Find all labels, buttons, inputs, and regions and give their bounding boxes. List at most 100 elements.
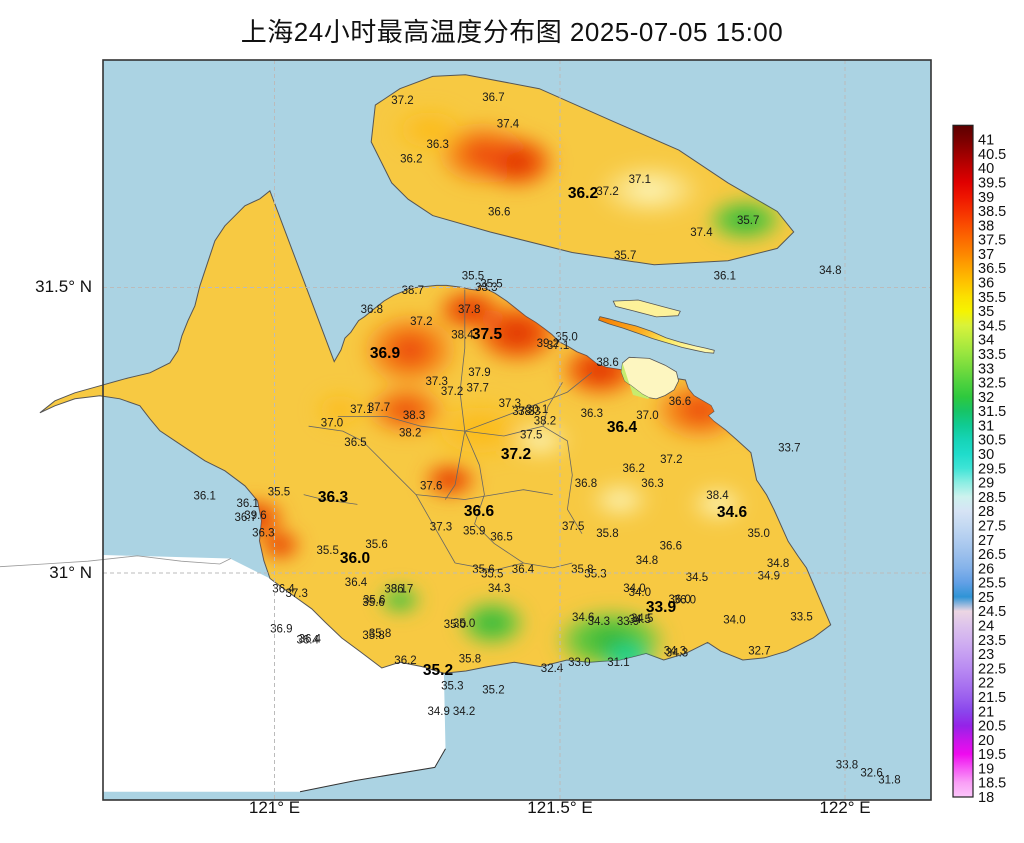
svg-text:35.9: 35.9 — [463, 526, 485, 538]
svg-text:36.5: 36.5 — [490, 531, 512, 543]
svg-text:35.5: 35.5 — [317, 545, 339, 557]
svg-text:36.4: 36.4 — [512, 564, 535, 576]
svg-text:36.3: 36.3 — [252, 527, 274, 539]
svg-text:31° N: 31° N — [49, 563, 92, 582]
svg-text:38.6: 38.6 — [596, 357, 618, 369]
svg-text:36.7: 36.7 — [235, 512, 257, 524]
svg-text:37.2: 37.2 — [596, 186, 618, 198]
svg-text:36.6: 36.6 — [464, 503, 495, 520]
svg-text:122° E: 122° E — [819, 798, 870, 817]
svg-text:36.4: 36.4 — [607, 419, 638, 436]
svg-text:35.2: 35.2 — [423, 662, 453, 679]
svg-text:36.3: 36.3 — [427, 139, 449, 151]
svg-text:37.1: 37.1 — [629, 174, 651, 186]
svg-text:37.4: 37.4 — [690, 227, 713, 239]
svg-text:35.0: 35.0 — [453, 618, 475, 630]
svg-text:36.6: 36.6 — [669, 396, 691, 408]
svg-text:37.2: 37.2 — [660, 454, 682, 466]
svg-text:37.0: 37.0 — [321, 418, 343, 430]
svg-text:36.2: 36.2 — [394, 655, 416, 667]
svg-text:37.6: 37.6 — [420, 481, 442, 493]
svg-text:36.0: 36.0 — [340, 550, 370, 567]
svg-text:33.9: 33.9 — [646, 599, 677, 616]
svg-text:36.2: 36.2 — [568, 185, 598, 202]
svg-text:34.3: 34.3 — [588, 616, 610, 628]
svg-text:36.4: 36.4 — [345, 577, 368, 589]
svg-text:35.7: 35.7 — [737, 215, 759, 227]
svg-text:38.2: 38.2 — [399, 427, 421, 439]
svg-text:35.3: 35.3 — [441, 681, 463, 693]
svg-text:35.8: 35.8 — [459, 653, 481, 665]
svg-text:33.0: 33.0 — [568, 657, 590, 669]
svg-text:38.4: 38.4 — [451, 330, 474, 342]
svg-text:37.7: 37.7 — [368, 402, 390, 414]
svg-text:36.8: 36.8 — [575, 478, 597, 490]
svg-text:35.8: 35.8 — [369, 628, 391, 640]
svg-text:37.8: 37.8 — [458, 304, 480, 316]
svg-text:35.5: 35.5 — [268, 486, 290, 498]
svg-text:38.1: 38.1 — [384, 584, 406, 596]
svg-text:37.5: 37.5 — [562, 521, 584, 533]
svg-text:31.1: 31.1 — [607, 657, 629, 669]
svg-text:36.3: 36.3 — [641, 478, 663, 490]
svg-text:35.6: 35.6 — [363, 595, 385, 607]
svg-text:36.4: 36.4 — [299, 634, 322, 646]
svg-text:34.0: 34.0 — [723, 614, 745, 626]
svg-text:31.8: 31.8 — [878, 774, 900, 786]
svg-text:38.3: 38.3 — [403, 410, 425, 422]
svg-text:30.1: 30.1 — [526, 404, 548, 416]
svg-text:35.5: 35.5 — [480, 278, 502, 290]
svg-text:34.9: 34.9 — [428, 706, 450, 718]
svg-text:37.9: 37.9 — [468, 367, 490, 379]
svg-text:35.5: 35.5 — [481, 568, 503, 580]
svg-text:18: 18 — [978, 790, 994, 806]
svg-text:38.2: 38.2 — [534, 416, 556, 428]
svg-text:36.6: 36.6 — [660, 540, 682, 552]
svg-text:33.5: 33.5 — [790, 611, 812, 623]
svg-text:34.5: 34.5 — [686, 572, 708, 584]
svg-text:35.3: 35.3 — [584, 568, 606, 580]
svg-text:36.1: 36.1 — [237, 498, 259, 510]
svg-text:37.5: 37.5 — [520, 429, 542, 441]
svg-text:34.6: 34.6 — [717, 504, 748, 521]
svg-text:37.4: 37.4 — [497, 118, 520, 130]
svg-text:36.1: 36.1 — [714, 271, 736, 283]
svg-text:36.9: 36.9 — [370, 345, 401, 362]
svg-text:34.2: 34.2 — [453, 706, 475, 718]
svg-text:35.0: 35.0 — [748, 528, 770, 540]
svg-text:36.9: 36.9 — [270, 623, 292, 635]
svg-text:34.3: 34.3 — [664, 646, 686, 658]
svg-text:38.4: 38.4 — [706, 490, 729, 502]
svg-text:34.3: 34.3 — [488, 583, 510, 595]
svg-text:37.1: 37.1 — [547, 340, 569, 352]
svg-text:35.8: 35.8 — [596, 528, 618, 540]
svg-text:37.0: 37.0 — [636, 410, 658, 422]
svg-text:36.2: 36.2 — [400, 154, 422, 166]
svg-text:36.1: 36.1 — [194, 490, 216, 502]
svg-text:33.7: 33.7 — [778, 442, 800, 454]
svg-text:36.3: 36.3 — [581, 408, 603, 420]
svg-text:37.2: 37.2 — [391, 95, 413, 107]
svg-text:36.3: 36.3 — [318, 489, 349, 506]
svg-text:36.2: 36.2 — [623, 463, 645, 475]
svg-text:36.7: 36.7 — [482, 92, 504, 104]
svg-text:37.2: 37.2 — [410, 316, 432, 328]
svg-text:35.7: 35.7 — [614, 250, 636, 262]
svg-text:31.5° N: 31.5° N — [35, 277, 92, 296]
svg-text:37.2: 37.2 — [441, 386, 463, 398]
svg-text:36.8: 36.8 — [361, 304, 383, 316]
svg-text:37.5: 37.5 — [472, 326, 503, 343]
svg-text:121.5° E: 121.5° E — [527, 798, 592, 817]
svg-text:33.8: 33.8 — [836, 759, 858, 771]
svg-text:37.2: 37.2 — [501, 446, 531, 463]
svg-text:34.8: 34.8 — [767, 558, 789, 570]
svg-text:34.8: 34.8 — [819, 265, 841, 277]
svg-text:37.3: 37.3 — [430, 522, 452, 534]
svg-text:34.0: 34.0 — [623, 583, 645, 595]
svg-text:37.7: 37.7 — [467, 383, 489, 395]
svg-text:36.5: 36.5 — [344, 437, 366, 449]
svg-text:34.8: 34.8 — [636, 555, 658, 567]
svg-text:36.6: 36.6 — [488, 206, 510, 218]
svg-text:37.3: 37.3 — [286, 588, 308, 600]
svg-text:32.7: 32.7 — [748, 646, 770, 658]
